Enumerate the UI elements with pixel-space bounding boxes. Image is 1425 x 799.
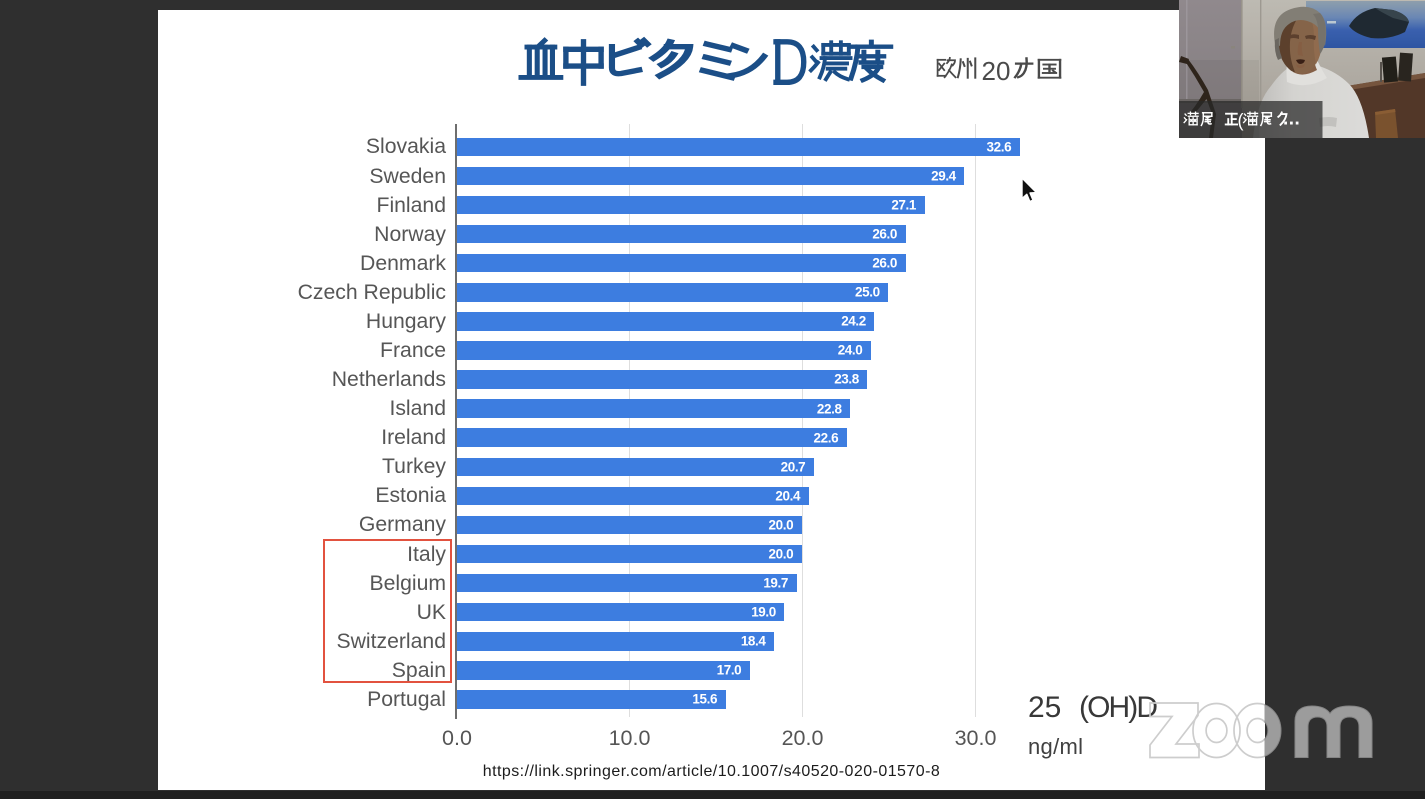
svg-text:(: ( [1238,111,1244,131]
svg-text:...: ... [1283,109,1300,130]
